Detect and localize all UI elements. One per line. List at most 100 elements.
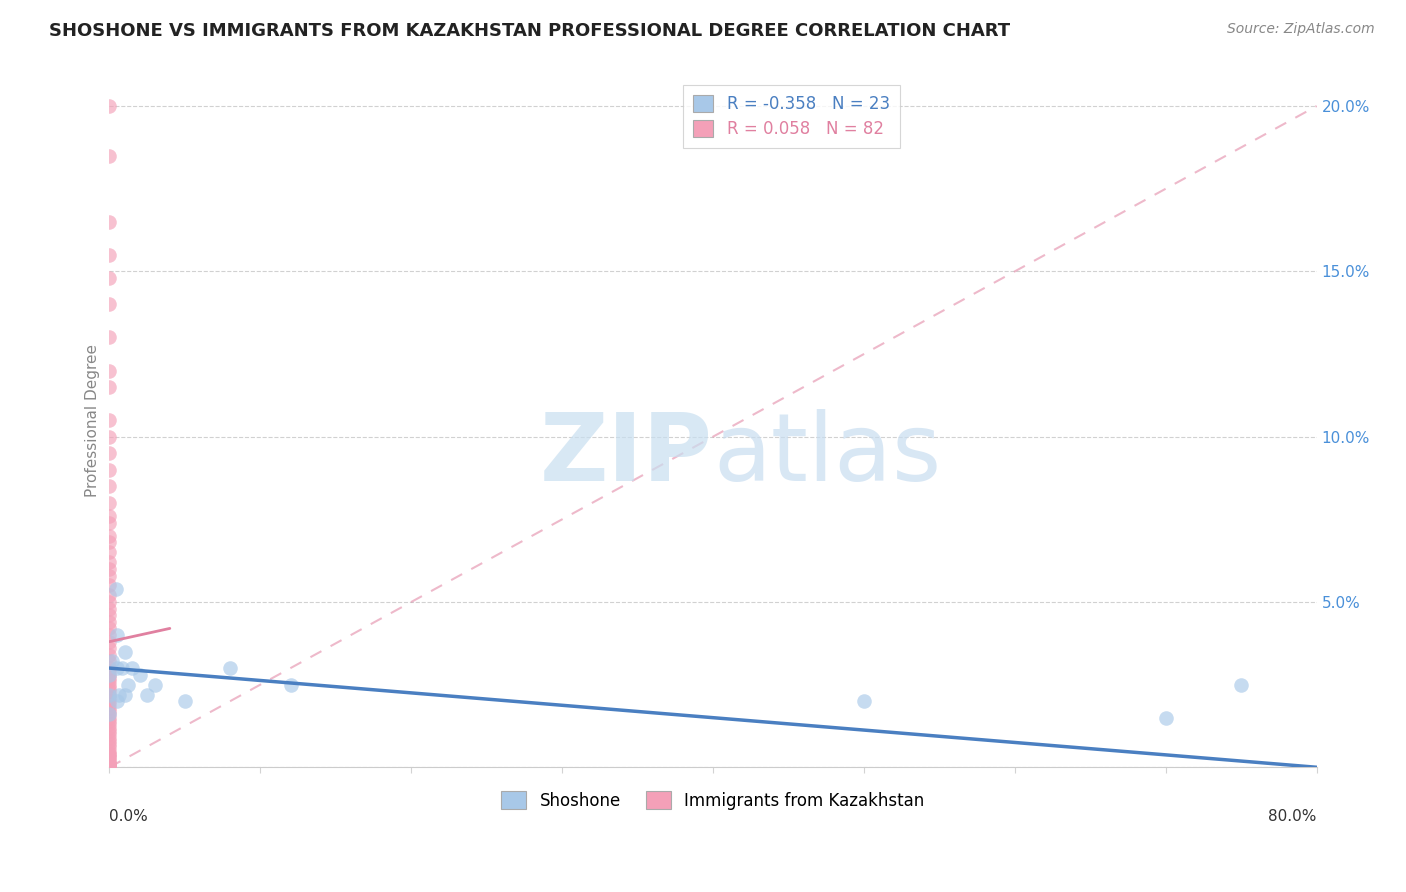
Point (101, 655, 124, 669)
Point (98, 655, 121, 669)
Point (98, 760, 121, 774)
Point (107, 688, 129, 702)
Point (136, 688, 159, 702)
Text: 80.0%: 80.0% (1268, 809, 1316, 824)
Point (98, 714, 121, 728)
Point (114, 688, 136, 702)
Point (98, 727, 121, 741)
Point (98, 665, 121, 679)
Point (98, 363, 121, 377)
Point (174, 694, 197, 708)
Point (98, 754, 121, 768)
Point (98, 760, 121, 774)
Point (98, 271, 121, 285)
Point (98, 698, 121, 712)
Text: 0.0%: 0.0% (110, 809, 148, 824)
Point (98, 760, 121, 774)
Point (98, 667, 121, 681)
Point (98, 721, 121, 735)
Point (98, 707, 121, 722)
Point (98, 747, 121, 761)
Point (98, 671, 121, 685)
Point (98, 496, 121, 510)
Point (98, 674, 121, 689)
Point (98, 760, 121, 774)
Point (98, 648, 121, 662)
Point (110, 661, 132, 675)
Point (98, 694, 121, 708)
Point (98, 756, 121, 771)
Point (98, 750, 121, 764)
Point (98, 678, 121, 692)
Point (98, 608, 121, 623)
Point (98, 516, 121, 530)
Point (98, 621, 121, 635)
Point (98, 690, 121, 705)
Point (98, 747, 121, 761)
Point (143, 678, 166, 692)
Point (98, 740, 121, 755)
Point (98, 588, 121, 602)
Point (98, 215, 121, 229)
Point (98, 723, 121, 738)
Point (98, 711, 121, 725)
Point (98, 760, 121, 774)
Point (98, 628, 121, 642)
Point (98, 681, 121, 695)
Point (98, 700, 121, 714)
Point (219, 661, 242, 675)
Text: atlas: atlas (713, 409, 942, 500)
Point (104, 582, 127, 596)
Text: ZIP: ZIP (540, 409, 713, 500)
Point (98, 744, 121, 758)
Point (98, 756, 121, 771)
Text: SHOSHONE VS IMMIGRANTS FROM KAZAKHSTAN PROFESSIONAL DEGREE CORRELATION CHART: SHOSHONE VS IMMIGRANTS FROM KAZAKHSTAN P… (49, 22, 1011, 40)
Point (98, 545, 121, 559)
Point (98, 731, 121, 745)
Point (98, 508, 121, 523)
Point (98, 704, 121, 718)
Point (98, 297, 121, 311)
Point (105, 694, 128, 708)
Point (98, 529, 121, 543)
Point (98, 555, 121, 569)
Point (98, 99, 121, 113)
Point (98, 760, 121, 774)
Point (1230, 678, 1253, 692)
Point (98, 760, 121, 774)
Point (98, 688, 121, 702)
Point (98, 760, 121, 774)
Point (98, 148, 121, 162)
Point (98, 430, 121, 444)
Point (98, 750, 121, 764)
Point (98, 641, 121, 656)
Point (98, 562, 121, 576)
Point (98, 578, 121, 592)
Point (117, 678, 139, 692)
Point (98, 330, 121, 344)
Point (98, 634, 121, 648)
Point (98, 734, 121, 748)
Point (98, 754, 121, 768)
Point (98, 760, 121, 774)
Point (98, 661, 121, 675)
Point (98, 446, 121, 460)
Point (98, 760, 121, 774)
Point (98, 667, 121, 681)
Legend: Shoshone, Immigrants from Kazakhstan: Shoshone, Immigrants from Kazakhstan (494, 783, 934, 818)
Point (98, 707, 121, 722)
Point (98, 688, 121, 702)
Point (98, 760, 121, 774)
Text: Source: ZipAtlas.com: Source: ZipAtlas.com (1227, 22, 1375, 37)
Point (121, 661, 143, 675)
Point (280, 678, 302, 692)
Point (98, 737, 121, 751)
Point (128, 667, 150, 681)
Point (98, 615, 121, 629)
Point (98, 684, 121, 698)
Point (114, 644, 136, 658)
Y-axis label: Professional Degree: Professional Degree (86, 343, 100, 497)
Point (1154, 711, 1177, 725)
Point (98, 248, 121, 262)
Point (98, 479, 121, 493)
